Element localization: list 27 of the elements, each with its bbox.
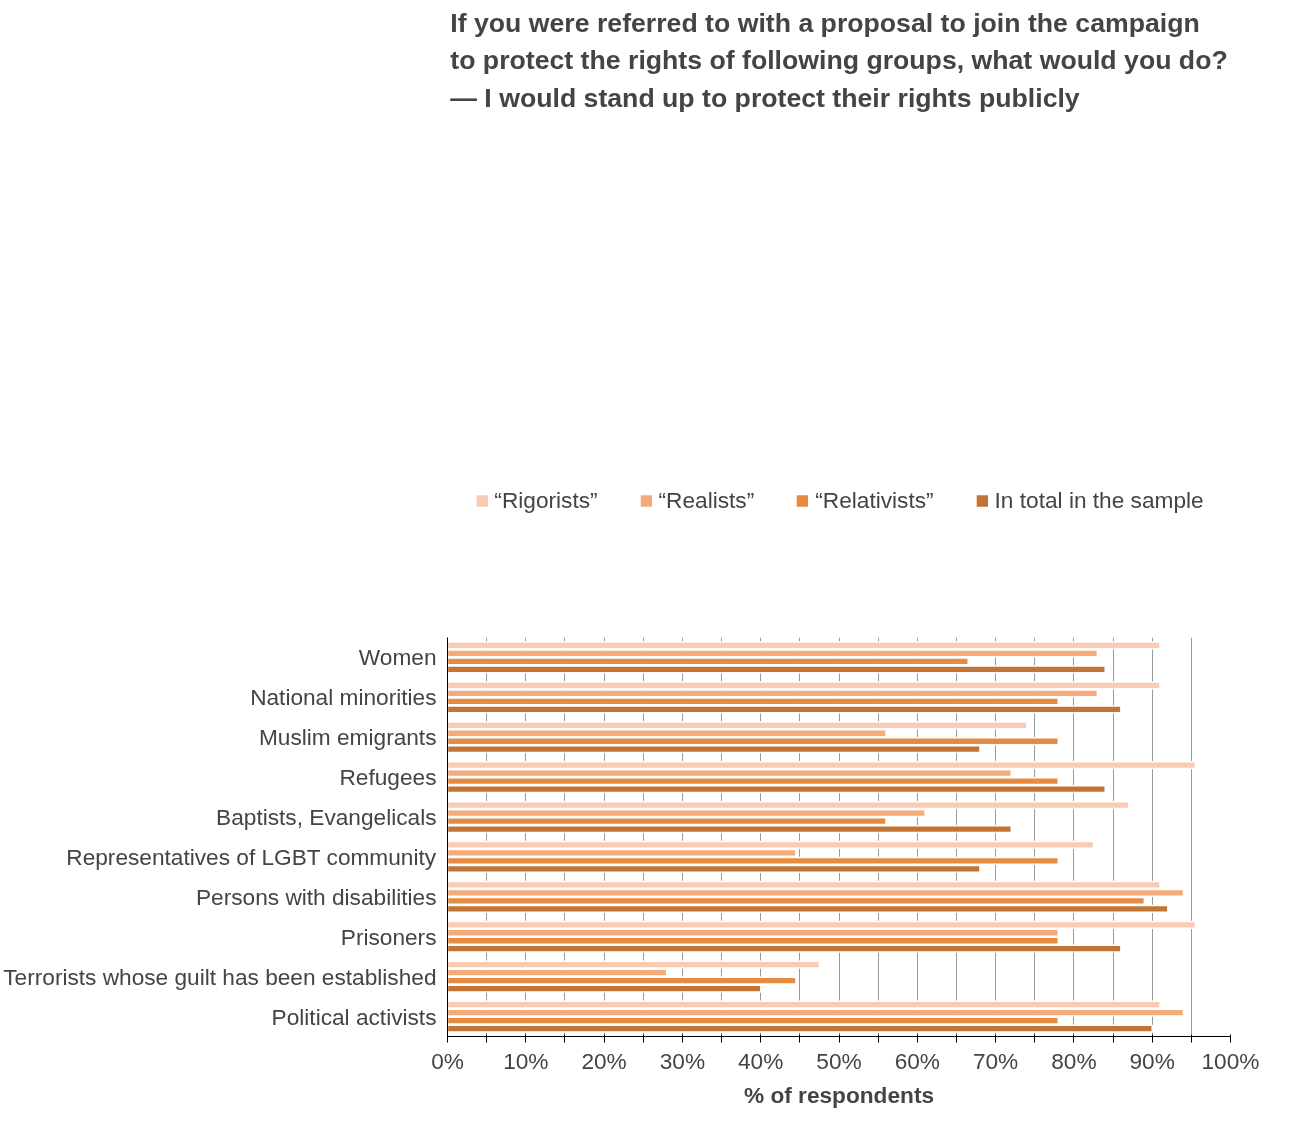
x-tick-label: 80% [1051,1047,1097,1074]
x-tick-label: 70% [972,1047,1019,1074]
x-tick-label: 30% [659,1047,706,1074]
legend-label: “Relativists” [815,486,934,514]
y-tick-label: Terrorists whose guilt has been established [3,963,437,990]
legend-label: In total in the sample [994,486,1204,514]
y-tick-label: Representatives of LGBT community [66,843,437,870]
y-tick-label: Prisoners [340,923,437,950]
x-tick-label: 100% [1201,1047,1260,1074]
y-tick-label: Refugees [339,764,437,791]
legend-label: “Realists” [658,486,755,514]
y-tick-label: Baptists, Evangelicals [216,804,437,831]
y-tick-label: National minorities [250,684,437,711]
legend-label: “Rigorists” [494,486,598,514]
y-tick-label: Persons with disabilities [195,883,437,910]
y-tick-label: Women [358,644,437,671]
x-tick-label: 60% [894,1047,940,1074]
x-tick-label: 10% [503,1047,549,1074]
x-tick-label: 90% [1129,1047,1175,1074]
x-tick-label: 40% [738,1047,784,1074]
x-tick-label: 50% [816,1047,862,1074]
y-tick-label: Political activists [271,1003,437,1030]
x-tick-label: 20% [581,1047,627,1074]
x-tick-label: 0% [431,1047,464,1074]
y-tick-label: Muslim emigrants [258,724,437,751]
chart-title: If you were referred to with a proposal to join the campaign to protect the rights of following groups, what would you do? — I would stand up to protect their rights publicly [450,7,1228,113]
x-axis-title: % of respondents [743,1081,935,1108]
